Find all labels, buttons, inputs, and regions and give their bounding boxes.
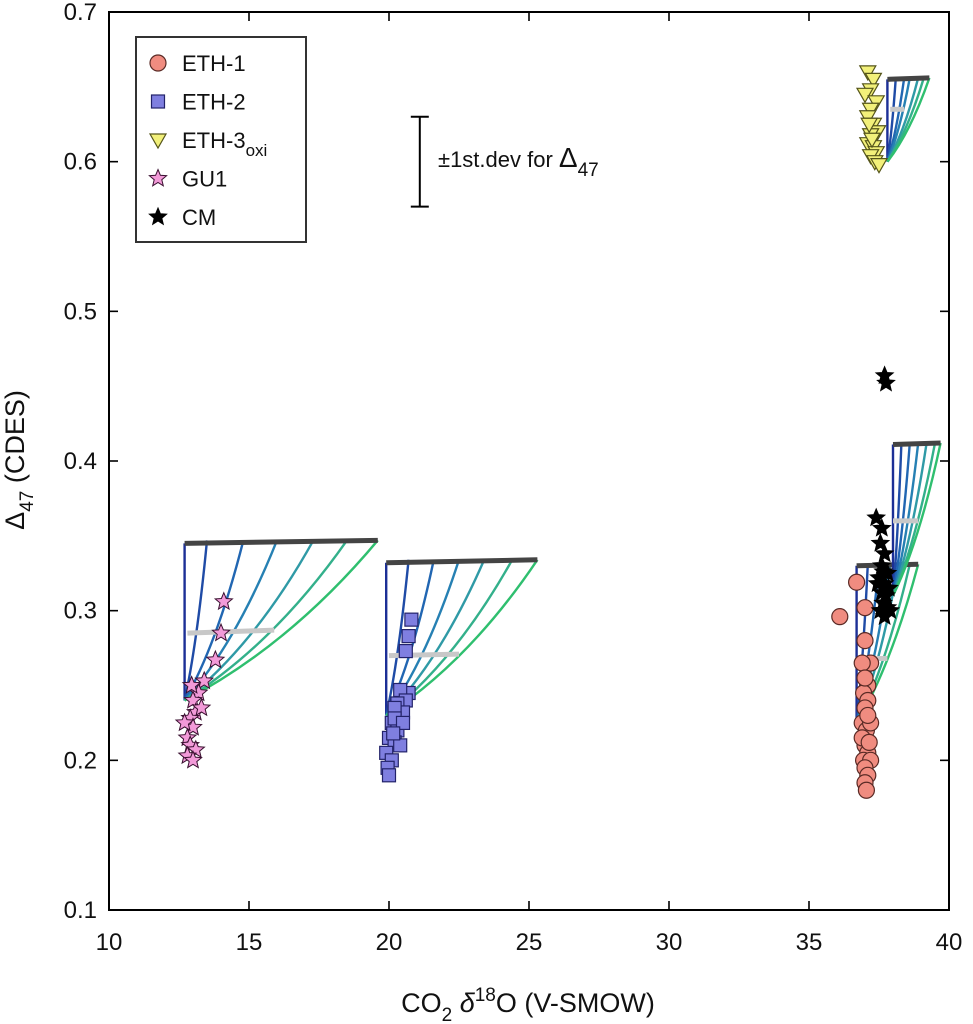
legend-label-ETH-3: ETH-3oxi (182, 128, 267, 160)
x-tick-label: 10 (96, 929, 123, 956)
data-point-ETH-1 (856, 599, 874, 617)
data-point-ETH-2 (393, 738, 408, 753)
data-point-ETH-2 (398, 643, 413, 659)
data-point-GU1 (183, 690, 203, 709)
legend-entry-ETH-1: ETH-1 (149, 51, 246, 76)
axis-ticks: 10 15 20 25 30 35 40 0.1 0.2 0.3 0.4 0.5 0.6 0.7 (64, 0, 963, 956)
data-point-ETH-3oxi (862, 132, 882, 149)
data-points (174, 65, 901, 799)
y-tick-label: 0.2 (64, 747, 97, 774)
legend-entry-ETH-3: ETH-3oxi (148, 128, 267, 160)
x-tick-label: 30 (656, 929, 683, 956)
fan-0-curve-2 (183, 540, 245, 702)
data-point-CM (867, 573, 888, 593)
data-point-ETH-1 (857, 781, 876, 799)
legend-entry-GU1: GU1 (148, 167, 227, 192)
legend-entry-CM: CM (148, 205, 216, 230)
data-point-ETH-2 (386, 726, 401, 741)
data-point-CM (880, 600, 901, 619)
fan-0-top-line (184, 537, 378, 546)
data-point-GU1 (211, 622, 231, 642)
series-CM (866, 365, 901, 625)
data-point-GU1 (174, 712, 195, 732)
data-point-ETH-1 (853, 654, 871, 672)
legend: ETH-1 ETH-2 ETH-3oxi GU1 CM (135, 36, 307, 243)
series-ETH-3oxi (855, 65, 889, 174)
data-point-CM (876, 372, 896, 392)
x-axis-title: CO2 δ18O (V-SMOW) (401, 985, 655, 1024)
fan-3 (891, 440, 942, 597)
legend-entries: ETH-1 ETH-2 ETH-3oxi GU1 CM (148, 51, 267, 230)
legend-label-CM: CM (182, 205, 216, 230)
data-point-ETH-1 (856, 669, 874, 687)
legend-box (135, 36, 307, 243)
error-bar (410, 115, 429, 208)
fan-0-curve-6 (184, 539, 379, 702)
data-point-ETH-1 (831, 608, 849, 626)
legend-label-GU1: GU1 (182, 167, 227, 192)
fan-3-curve-6 (891, 442, 942, 597)
y-tick-label: 0.6 (64, 149, 97, 176)
y-tick-label: 0.5 (64, 298, 97, 325)
data-point-CM (873, 561, 894, 581)
data-point-ETH-2 (395, 715, 411, 731)
y-tick-label: 0.3 (64, 598, 97, 625)
x-tick-label: 25 (516, 929, 543, 956)
data-point-ETH-1 (859, 706, 877, 725)
data-point-GU1 (191, 697, 212, 717)
error-bar-annotation: ±1st.dev for Δ47 (410, 115, 599, 208)
data-point-CM (870, 532, 891, 552)
data-point-ETH-3oxi (860, 117, 879, 134)
x-tick-label: 35 (796, 929, 823, 956)
data-point-ETH-1 (847, 573, 866, 591)
legend-marker-GU1 (148, 168, 168, 187)
data-point-GU1 (194, 670, 215, 690)
legend-entry-ETH-2: ETH-2 (150, 90, 246, 115)
y-tick-label: 0.4 (64, 448, 97, 475)
data-point-CM (866, 507, 887, 527)
legend-label-ETH-1: ETH-1 (182, 51, 246, 76)
legend-marker-ETH-2 (150, 94, 166, 109)
x-tick-label: 40 (936, 929, 963, 956)
data-point-ETH-3oxi (869, 158, 889, 174)
data-point-ETH-2 (401, 629, 416, 644)
data-point-GU1 (213, 591, 234, 611)
data-point-CM (874, 543, 895, 563)
fan-1-top-line (386, 557, 538, 566)
data-point-ETH-3oxi (864, 72, 883, 89)
y-tick-label: 0.7 (64, 0, 97, 26)
fan-4-top-line (887, 75, 930, 82)
series-GU1 (174, 591, 234, 769)
legend-marker-ETH-1 (149, 54, 167, 72)
y-axis-title: Δ47 (CDES) (0, 390, 38, 530)
fan-4-curve-6 (886, 77, 931, 163)
legend-marker-CM (148, 206, 168, 226)
data-point-ETH-2 (404, 612, 419, 627)
fan-0 (183, 537, 379, 702)
data-point-GU1 (181, 675, 202, 694)
x-tick-label: 15 (236, 929, 263, 956)
data-point-CM (871, 517, 892, 537)
legend-label-ETH-2: ETH-2 (182, 90, 246, 115)
series-ETH-1 (831, 573, 880, 799)
data-point-ETH-2 (381, 768, 397, 783)
x-tick-label: 20 (376, 929, 403, 956)
fan-3-top-line (892, 440, 941, 448)
legend-marker-ETH-3 (148, 133, 168, 150)
data-point-GU1 (205, 649, 226, 669)
data-point-ETH-1 (860, 733, 878, 751)
fan-0-mid-line (187, 627, 275, 636)
y-tick-label: 0.1 (64, 897, 97, 924)
series-ETH-2 (379, 612, 419, 783)
data-point-GU1 (183, 749, 203, 769)
error-bar-label: ±1st.dev for Δ47 (438, 142, 599, 181)
fan-4 (886, 75, 931, 163)
data-point-ETH-1 (856, 631, 874, 650)
